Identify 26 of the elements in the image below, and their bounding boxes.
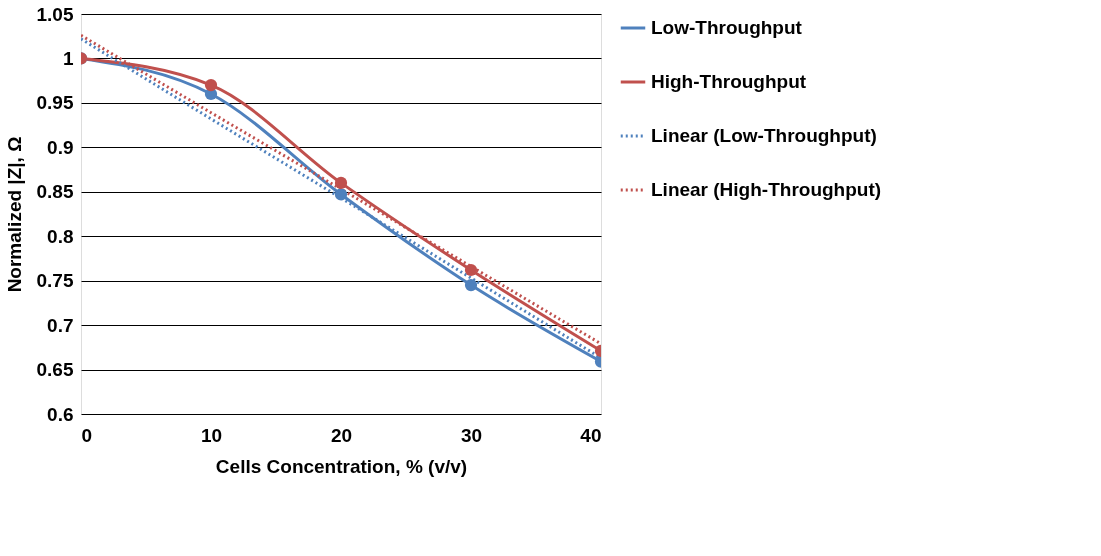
y-tick-label: 0.6	[47, 403, 74, 425]
x-tick-label: 40	[580, 424, 602, 446]
y-tick-label: 0.85	[36, 181, 74, 203]
x-axis-title: Cells Concentration, % (v/v)	[215, 455, 468, 477]
legend-label: Linear (Low-Throughput)	[651, 125, 877, 146]
y-tick-label: 1.05	[36, 3, 74, 25]
x-tick-label: 10	[200, 424, 223, 446]
point	[464, 263, 478, 277]
x-tick-label: 20	[330, 424, 353, 446]
point	[204, 79, 218, 92]
legend-label: Linear (High-Throughput)	[651, 179, 882, 200]
y-tick-label: 1	[62, 47, 74, 69]
y-tick-label: 0.7	[47, 314, 74, 336]
legend-label: Low-Throughput	[651, 17, 803, 38]
y-tick-label: 0.75	[36, 270, 74, 292]
legend-label: High-Throughput	[651, 71, 807, 92]
point	[334, 176, 348, 189]
y-tick-label: 0.9	[47, 136, 74, 158]
x-tick-label: 30	[460, 424, 483, 446]
point	[464, 279, 478, 292]
y-axis-title: Normalized |Z|, Ω	[3, 136, 25, 293]
y-tick-label: 0.65	[36, 359, 74, 381]
x-tick-label: 0	[81, 424, 93, 446]
y-tick-label: 0.95	[36, 92, 74, 114]
point	[334, 188, 348, 201]
y-tick-label: 0.8	[47, 225, 74, 247]
